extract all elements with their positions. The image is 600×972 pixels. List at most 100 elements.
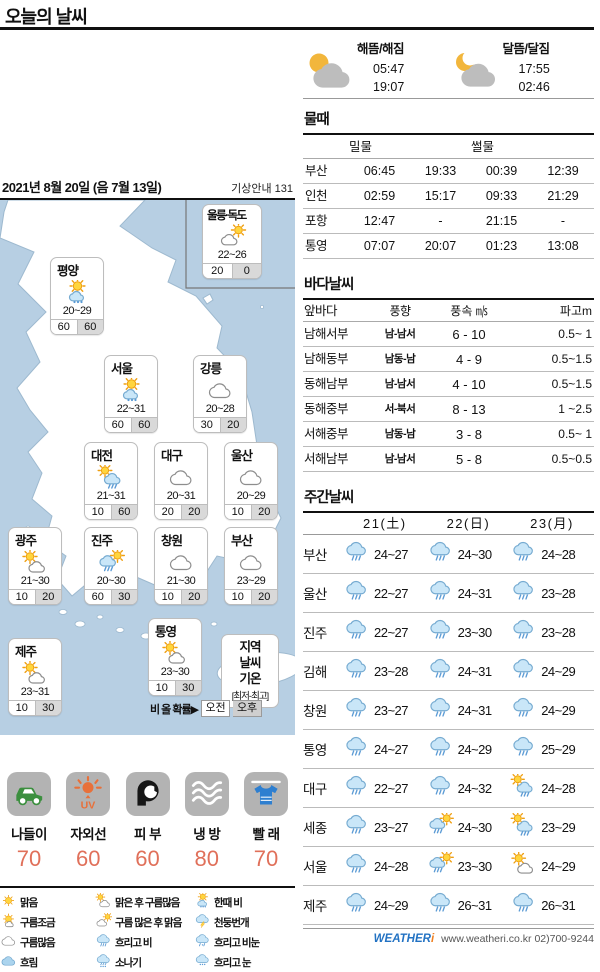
shower-icon xyxy=(95,953,112,971)
sea-col-dir: 풍향 xyxy=(389,304,411,318)
cloudy-icon xyxy=(194,378,246,402)
shirt-icon xyxy=(244,772,288,816)
city-name: 창원 xyxy=(161,534,183,548)
sun-cloud-icon xyxy=(9,659,61,685)
rain-icon xyxy=(343,774,370,802)
sun-rain-icon xyxy=(85,463,137,489)
weekly-city: 대구 xyxy=(303,782,327,797)
tide-city: 인천 xyxy=(305,189,328,203)
legend-label: 천둥번개 xyxy=(214,916,250,929)
legend-label: 흐리고 비 xyxy=(115,936,153,949)
rain-prob-pm: 30 xyxy=(174,681,201,695)
tide-low-2: 21:29 xyxy=(547,189,579,203)
weekly-section-title: 주간날씨 xyxy=(304,490,354,506)
weekly-day-label: 23(月) xyxy=(530,516,574,531)
weekly-forecast-cell: 24~29 xyxy=(510,696,594,724)
weekly-row: 서울 24~28 23~30 24~29 xyxy=(303,847,594,886)
key-line-region: 지역 xyxy=(239,640,261,654)
sunmoon-divider xyxy=(303,98,594,99)
rain-icon xyxy=(427,540,454,568)
rain-icon xyxy=(343,696,370,724)
sea-weather-row: 서해중부 남동-남 3 - 8 0.5~ 1 xyxy=(303,422,594,447)
weekly-forecast-cell: 26~31 xyxy=(510,891,594,919)
legend-item: 구름많음 xyxy=(0,932,95,952)
legend-item: 한때 비 xyxy=(194,891,295,912)
moonrise-times: 17:55 02:46 xyxy=(503,60,550,96)
weekly-row: 통영 24~27 24~29 25~29 xyxy=(303,730,594,769)
rain-icon xyxy=(427,696,454,724)
sea-area: 동해중부 xyxy=(304,402,349,416)
weekly-city: 울산 xyxy=(303,587,327,602)
key-range-note: [최저-최고] xyxy=(231,691,269,702)
map-city-box: 진주 20~30 60 30 xyxy=(84,527,138,605)
rain-icon xyxy=(343,735,370,763)
tide-low-1: 21:15 xyxy=(485,214,518,228)
city-name: 통영 xyxy=(155,625,177,639)
rain-prob-cells: 10 20 xyxy=(155,589,207,604)
wind-speed: 5 - 8 xyxy=(455,452,482,467)
map-city-box: 광주 21~30 10 20 xyxy=(8,527,62,605)
weekly-temp-range: 24~29 xyxy=(457,741,493,757)
weekly-temp-range: 22~27 xyxy=(374,585,409,601)
title-rule xyxy=(0,27,594,30)
sea-section-title: 바다날씨 xyxy=(304,277,354,293)
life-index-value: 60 xyxy=(135,846,160,871)
city-temp-range: 20~31 xyxy=(166,490,196,502)
weekly-forecast-cell: 25~29 xyxy=(510,735,594,763)
wind-direction: 남동-남 xyxy=(384,353,416,365)
weekly-forecast-cell: 23~28 xyxy=(510,579,594,607)
rain-icon xyxy=(510,540,537,568)
tide-low-2: - xyxy=(560,214,566,228)
weekly-temp-range: 22~27 xyxy=(374,780,409,796)
rain-prob-am: 10 xyxy=(155,590,181,604)
legend-item: 구름조금 xyxy=(0,912,95,932)
weekly-temp-range: 24~28 xyxy=(374,858,409,874)
rain-prob-am: 10 xyxy=(225,505,251,519)
map-city-box: 제주 23~31 10 30 xyxy=(8,638,62,716)
legend-label: 구름 많은 후 맑음 xyxy=(115,916,182,929)
legend-divider xyxy=(0,886,295,888)
moonrise-label: 달뜸/달짐 xyxy=(502,42,550,56)
legend-label: 맑은 후 구름많음 xyxy=(115,896,180,909)
weekly-day-header: 21(土) 22(日) 23(月) xyxy=(303,513,594,535)
rain-prob-pm: 20 xyxy=(219,418,246,432)
moon-cloud-icon xyxy=(455,50,495,87)
tide-high-2: 20:07 xyxy=(424,239,457,253)
weekly-temp-range: 25~29 xyxy=(541,741,576,757)
weekly-city: 통영 xyxy=(303,743,327,758)
sea-weather-row: 남해서부 남-남서 6 - 10 0.5~ 1 xyxy=(303,322,594,347)
rain-prob-pm: 60 xyxy=(110,505,137,519)
weekly-forecast-cell: 24~27 xyxy=(343,735,427,763)
map-city-box: 통영 23~30 10 30 xyxy=(148,618,202,696)
sunrise-times: 05:47 19:07 xyxy=(357,60,404,96)
weekly-forecast-cell: 23~27 xyxy=(343,813,427,841)
rain-sun-icon xyxy=(427,811,454,841)
weekly-temp-range: 22~27 xyxy=(374,624,409,640)
weekly-temp-range: 24~29 xyxy=(374,897,409,913)
life-index-item: 나들이 70 xyxy=(1,772,57,872)
wind-direction: 남-남서 xyxy=(384,378,416,390)
tide-city: 부산 xyxy=(305,164,328,178)
legend-item: 맑음 xyxy=(0,892,95,912)
weather-legend: 맑음 구름조금 구름많음 흐림 맑은 후 구름많음 구름 많은 후 맑음 흐리고 비 소나기 한… xyxy=(0,891,295,972)
weekly-row: 진주 22~27 23~30 23~28 xyxy=(303,613,594,652)
rain-prob-pm: 0 xyxy=(231,264,261,278)
weekly-row: 대구 22~27 24~32 24~28 xyxy=(303,769,594,808)
weekly-forecast-cell: 24~30 xyxy=(427,811,511,841)
weekly-forecast-cell: 26~31 xyxy=(427,891,511,919)
rain-prob-cells: 10 20 xyxy=(9,589,61,604)
weekly-forecast-cell: 24~29 xyxy=(510,850,594,880)
weekly-city: 창원 xyxy=(303,704,327,719)
dokdo-island xyxy=(259,305,264,310)
tide-low-2: 13:08 xyxy=(547,239,579,253)
rain-snow-icon xyxy=(194,933,211,951)
weekly-forecast-cell: 22~27 xyxy=(343,618,427,646)
tide-city: 통영 xyxy=(305,239,328,253)
weather-info-number: 기상안내 131 xyxy=(231,183,293,195)
map-city-box: 대전 21~31 10 60 xyxy=(84,442,138,520)
ulleung-inset-border xyxy=(185,200,295,289)
legend-label: 구름조금 xyxy=(20,916,56,929)
rain-icon xyxy=(427,579,454,607)
map-city-box: 대구 20~31 20 20 xyxy=(154,442,208,520)
sea-area: 동해남부 xyxy=(304,377,349,391)
